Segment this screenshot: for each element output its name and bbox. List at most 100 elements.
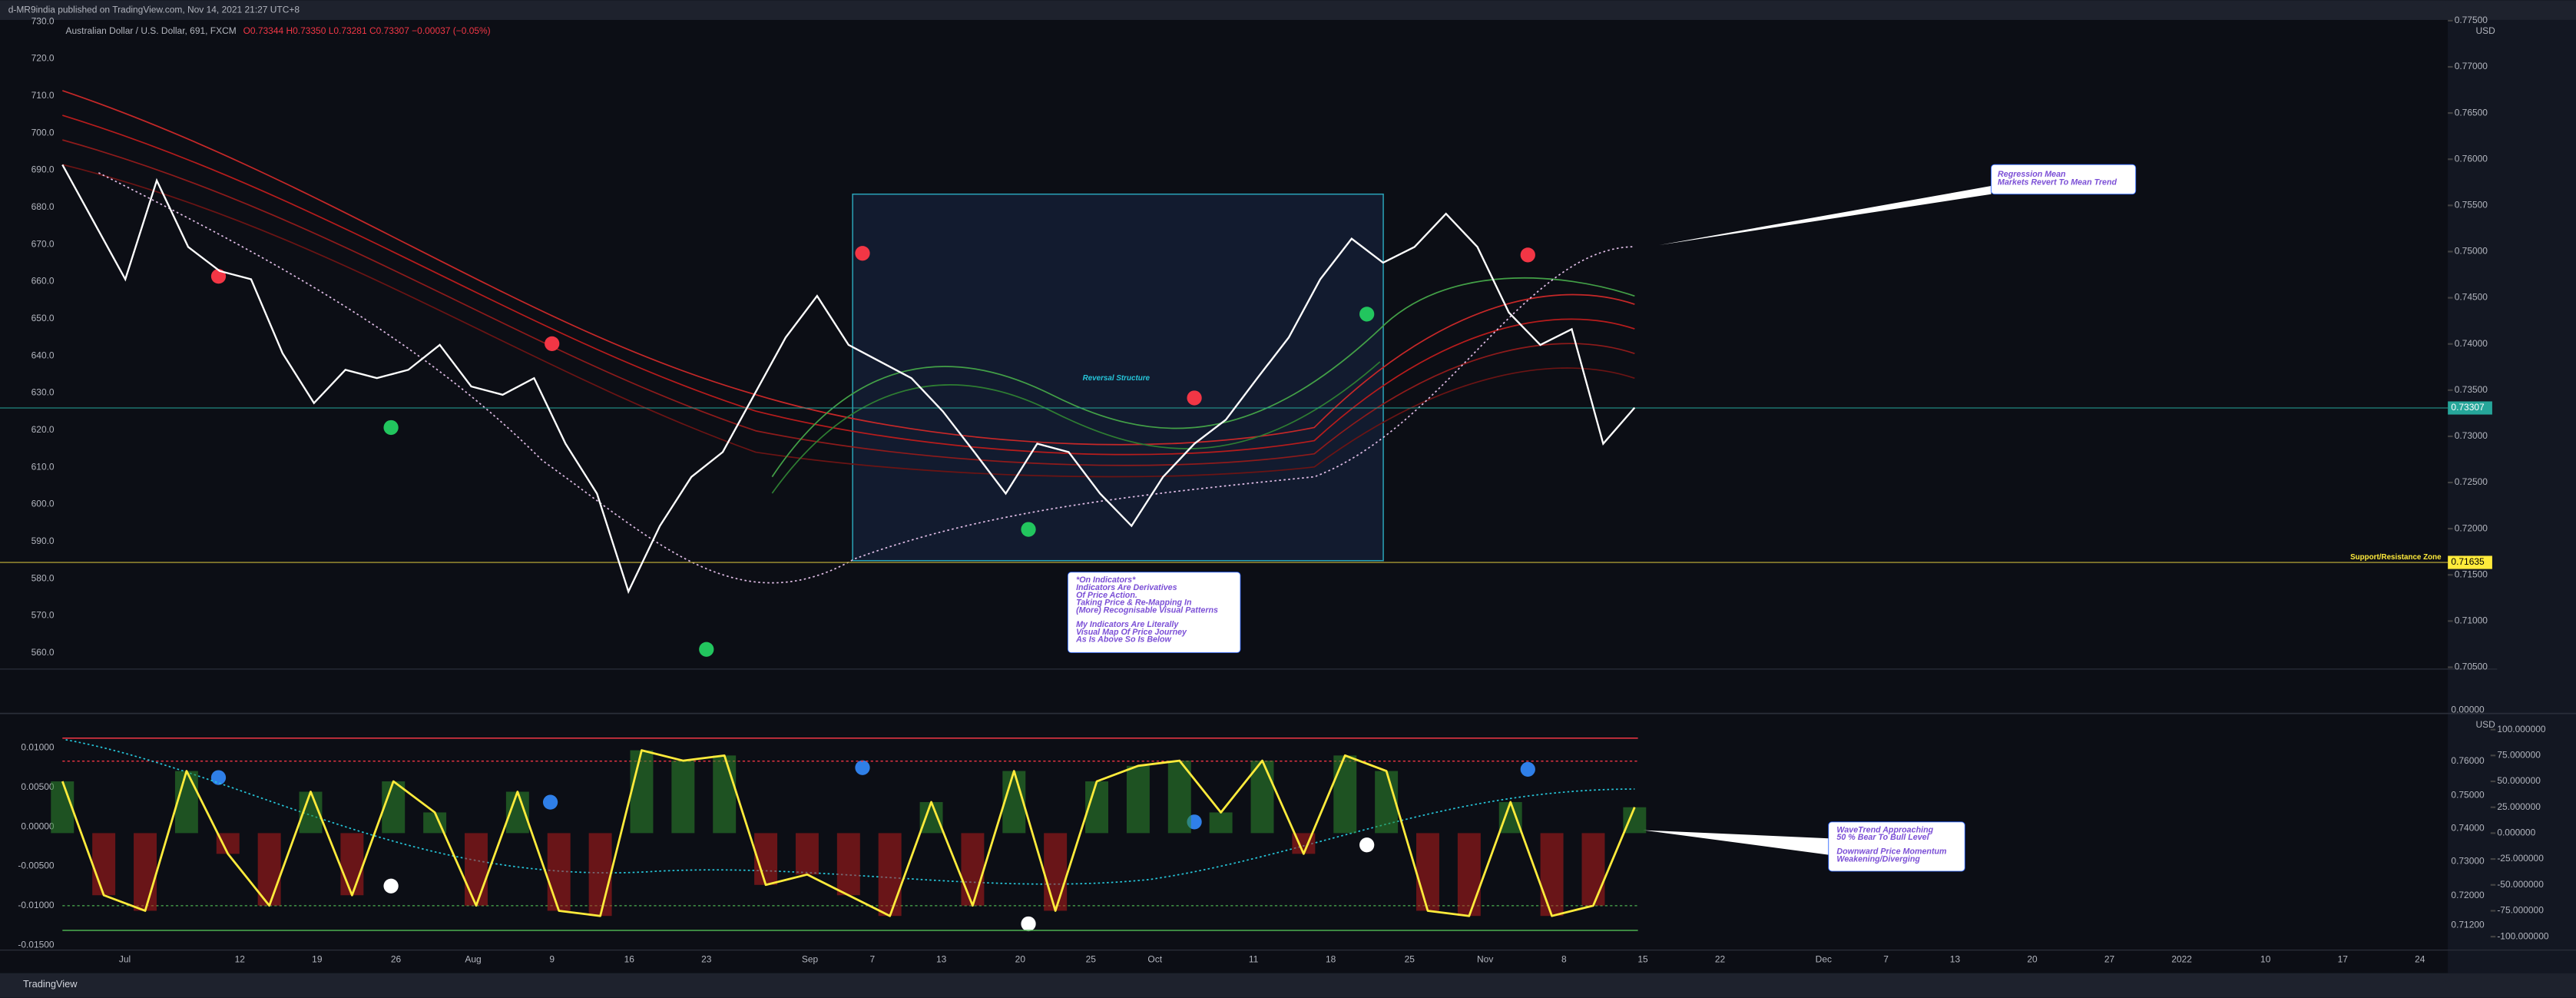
annotation: Reversal Structure <box>1083 374 1151 383</box>
momentum-bar <box>630 750 654 834</box>
date-label: 19 <box>312 954 323 965</box>
ribbon <box>62 139 1635 466</box>
signal-dot <box>383 419 399 436</box>
right-axis-label: 0.71000 <box>2455 615 2488 626</box>
date-label: 25 <box>1405 954 1415 965</box>
ribbon <box>62 164 1635 478</box>
currency: USD <box>2476 25 2496 36</box>
callout-box <box>1991 164 2137 195</box>
ribbon <box>62 114 1635 456</box>
left-axis-label: 620.0 <box>31 424 55 435</box>
momentum-bar <box>1375 771 1399 834</box>
note: Of Price Action. <box>1076 591 1137 600</box>
note: Taking Price & Re-Mapping In <box>1076 598 1192 608</box>
note: As Is Above So Is Below <box>1075 635 1171 645</box>
left-axis-label: -0.00500 <box>18 860 55 871</box>
momentum-bar <box>1498 801 1522 834</box>
date-label: 20 <box>2027 954 2038 965</box>
note: Markets Revert To Mean Trend <box>1998 178 2117 187</box>
right-axis-label: -100.000000 <box>2497 930 2549 941</box>
ribbon <box>62 90 1635 446</box>
secondary-axis-label: 0.75000 <box>2451 790 2485 801</box>
note: 50 % Bear To Bull Level <box>1836 833 1929 842</box>
top-bar <box>0 0 2576 20</box>
date-label: 9 <box>549 954 555 965</box>
price-tag <box>2448 555 2492 569</box>
secondary-axis-label: 0.72000 <box>2451 890 2485 900</box>
note: *On Indicators* <box>1076 575 1136 585</box>
left-axis-label: 0.00000 <box>21 821 55 831</box>
regression-mean <box>98 172 1635 584</box>
date-label: Sep <box>802 954 819 965</box>
currency: USD <box>2476 719 2496 730</box>
date-label: 7 <box>1883 954 1889 965</box>
date-label: 13 <box>1950 954 1961 965</box>
momentum-bar <box>671 761 695 834</box>
price-tag-label: 0.73307 <box>2451 402 2485 413</box>
left-axis-label: 670.0 <box>31 238 55 249</box>
date-label: 11 <box>1249 954 1259 965</box>
momentum-bar <box>92 833 116 896</box>
right-axis-label: 50.000000 <box>2497 775 2541 786</box>
left-axis-label: 560.0 <box>31 647 55 658</box>
left-axis-label: 700.0 <box>31 127 55 138</box>
note: Indicators Are Derivatives <box>1076 583 1177 592</box>
left-axis-label: 610.0 <box>31 461 55 472</box>
momentum-bar <box>1333 755 1357 834</box>
price-tag <box>2448 401 2492 415</box>
momentum-bar <box>878 833 902 917</box>
right-axis-label: -75.000000 <box>2497 905 2544 916</box>
currency-box <box>2448 22 2495 38</box>
secondary-axis-label: 0.71200 <box>2451 920 2485 930</box>
date-label: 10 <box>2260 954 2271 965</box>
momentum-bar <box>134 833 157 911</box>
secondary-axis-label: 0.74000 <box>2451 823 2485 834</box>
date-label: Jul <box>119 954 131 965</box>
momentum-bar <box>1002 771 1026 834</box>
date-label: 17 <box>2338 954 2349 965</box>
date-label: 22 <box>1715 954 1726 965</box>
left-axis-label: 600.0 <box>31 499 55 509</box>
left-axis-label: -0.01000 <box>18 900 55 910</box>
left-axis-label: 630.0 <box>31 387 55 398</box>
note: WaveTrend Approaching <box>1836 825 1933 834</box>
note: (More) Recognisable Visual Patterns <box>1076 606 1218 615</box>
signal-dot <box>1520 247 1535 263</box>
left-axis-label: 680.0 <box>31 201 55 212</box>
momentum-bar <box>919 801 943 834</box>
note: Visual Map Of Price Journey <box>1076 628 1187 637</box>
right-axis-label: -50.000000 <box>2497 879 2544 890</box>
date-label: 26 <box>391 954 402 965</box>
right-axis-bg <box>2448 19 2576 973</box>
left-axis-label: 650.0 <box>31 313 55 323</box>
right-axis-label: 0.77500 <box>2455 15 2488 25</box>
left-axis-label: 690.0 <box>31 164 55 175</box>
momentum-bar <box>382 781 406 834</box>
secondary-axis-label: 0.76000 <box>2451 755 2485 766</box>
momentum-bar <box>795 833 819 875</box>
price-tag-label: 0.71635 <box>2451 556 2485 567</box>
support-label: Support/Resistance Zone <box>2350 553 2442 562</box>
right-axis-label: 0.73500 <box>2455 384 2488 395</box>
left-axis-label: 570.0 <box>31 610 55 621</box>
date-label: 25 <box>1086 954 1097 965</box>
bottom-bar <box>0 973 2576 998</box>
momentum-bar <box>1167 761 1191 834</box>
signal-dot <box>1187 390 1202 406</box>
momentum-bar <box>1623 807 1647 834</box>
right-axis-label: 0.75000 <box>2455 246 2488 257</box>
momentum-bar <box>1540 833 1564 917</box>
left-axis-label: 710.0 <box>31 90 55 101</box>
momentum-bar <box>174 771 198 834</box>
secondary-axis-label: 0.73000 <box>2451 855 2485 866</box>
right-axis-label: 0.77000 <box>2455 61 2488 71</box>
momentum-bar <box>51 781 74 834</box>
date-label: 15 <box>1637 954 1648 965</box>
ribbons <box>62 90 1635 584</box>
momentum-bar <box>1250 761 1274 834</box>
left-axis-label: 590.0 <box>31 535 55 546</box>
momentum-bar <box>1126 765 1150 834</box>
left-axis-label: 0.00500 <box>21 781 55 792</box>
momentum-bar <box>465 833 488 906</box>
left-axis-label: -0.01500 <box>18 939 55 950</box>
